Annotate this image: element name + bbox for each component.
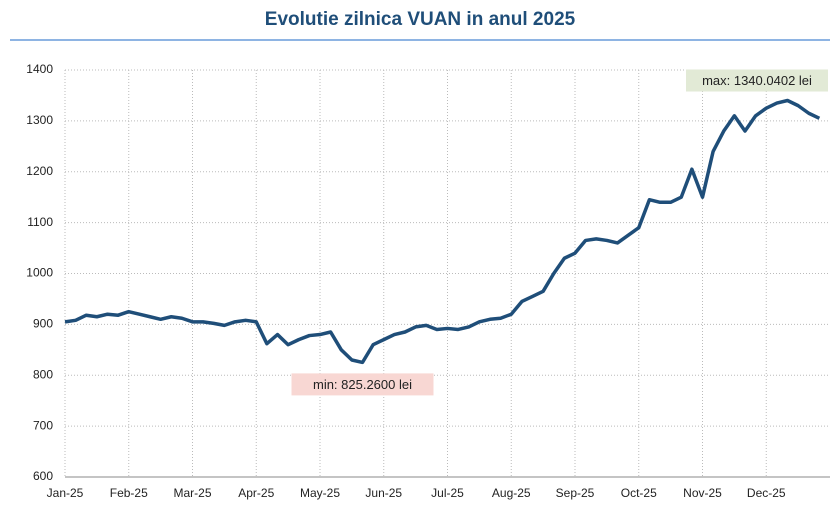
x-tick-label: Feb-25 <box>110 486 148 500</box>
x-tick-label: Jul-25 <box>431 486 464 500</box>
annotation-text: max: 1340.0402 lei <box>702 73 812 88</box>
x-tick-label: Sep-25 <box>556 486 595 500</box>
x-tick-label: Oct-25 <box>621 486 657 500</box>
x-tick-label: Aug-25 <box>492 486 531 500</box>
series-line <box>64 98 821 365</box>
y-tick-label: 900 <box>33 317 53 331</box>
x-tick-label: Apr-25 <box>238 486 274 500</box>
y-tick-label: 700 <box>33 418 53 432</box>
y-tick-label: 1200 <box>26 164 53 178</box>
x-tick-label: Mar-25 <box>173 486 211 500</box>
x-tick-label: May-25 <box>300 486 340 500</box>
y-tick-label: 1100 <box>27 215 53 229</box>
annotation-box <box>686 69 828 92</box>
y-tick-label: 600 <box>33 469 53 483</box>
y-tick-label: 1300 <box>26 113 53 127</box>
x-tick-label: Nov-25 <box>683 486 722 500</box>
x-tick-label: Dec-25 <box>747 486 786 500</box>
x-tick-label: Jan-25 <box>47 486 84 500</box>
y-tick-label: 1000 <box>26 266 53 280</box>
y-tick-label: 1400 <box>26 62 53 76</box>
annotation-text: min: 825.2600 lei <box>313 377 412 392</box>
annotation-box <box>291 373 434 396</box>
y-tick-label: 800 <box>33 367 53 381</box>
x-tick-label: Jun-25 <box>365 486 402 500</box>
chart-title: Evolutie zilnica VUAN in anul 2025 <box>265 9 576 30</box>
